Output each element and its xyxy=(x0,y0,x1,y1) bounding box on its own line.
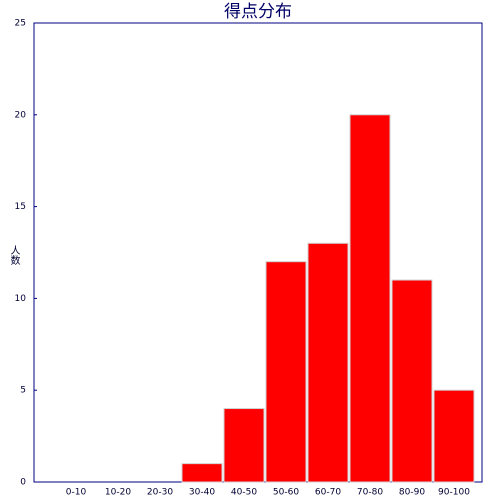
chart-title: 得点分布 xyxy=(224,2,292,22)
bar xyxy=(307,242,349,483)
y-tick-label: 15 xyxy=(15,202,26,212)
x-tick-label: 50-60 xyxy=(273,488,299,498)
x-tick-label: 70-80 xyxy=(357,488,383,498)
x-tick-label: 60-70 xyxy=(315,488,341,498)
bar xyxy=(223,408,265,483)
bar xyxy=(181,463,223,483)
bar xyxy=(433,389,475,483)
y-tick-label: 5 xyxy=(20,386,26,396)
x-tick-label: 80-90 xyxy=(399,488,425,498)
y-tick-label: 20 xyxy=(15,110,27,120)
x-tick-label: 30-40 xyxy=(189,488,215,498)
y-tick-label: 10 xyxy=(15,294,27,304)
x-tick-label: 40-50 xyxy=(231,488,257,498)
x-tick-label: 20-30 xyxy=(147,488,173,498)
x-tick-label: 10-20 xyxy=(105,488,131,498)
x-tick-label: 0-10 xyxy=(66,488,87,498)
y-axis-label: 人数 xyxy=(8,245,20,266)
x-tick-label: 90-100 xyxy=(438,488,470,498)
bar xyxy=(391,279,433,483)
bar xyxy=(265,261,307,483)
bar xyxy=(349,114,391,483)
y-tick-label: 0 xyxy=(20,478,26,488)
y-tick-label: 25 xyxy=(15,19,26,29)
